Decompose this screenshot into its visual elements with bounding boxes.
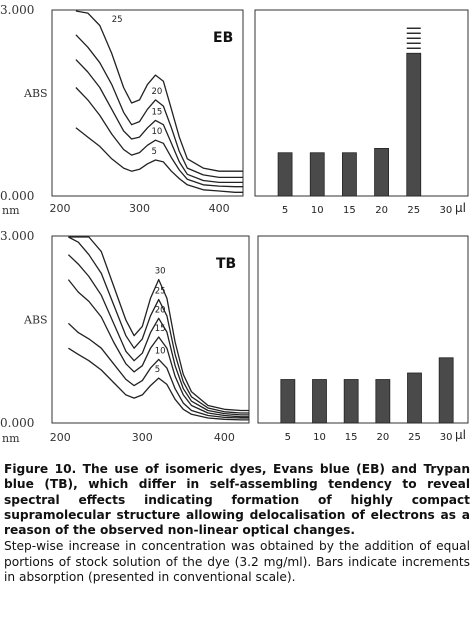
y-tick-label: 3.000 (0, 3, 34, 17)
spectrum-curve (68, 236, 249, 412)
spectrum-frame (51, 235, 250, 424)
bar-category-label: 30 (440, 205, 453, 216)
panel-title: TB (216, 256, 236, 272)
bar (280, 379, 296, 424)
bar (407, 372, 422, 424)
x-axis-label: nm (2, 432, 20, 445)
bar-unit-label: µl (455, 428, 466, 442)
figure-panels: 3.000 0.000 ABS nm 200 300 400 5 10 15 20 25 EB 5 10 1… (0, 3, 469, 445)
bar-unit-label: µl (455, 201, 466, 215)
curve-label: 20 (151, 87, 162, 97)
bar-category-label: 20 (376, 432, 389, 443)
bar-category-label: 20 (375, 205, 388, 216)
bar-frame (257, 235, 469, 424)
bar-category-label: 5 (285, 432, 291, 443)
spectrum-curve (75, 10, 243, 172)
bar-category-label: 10 (313, 432, 326, 443)
bar (375, 379, 391, 424)
bar-category-label: 5 (282, 205, 288, 216)
spectrum-panel-tb: 3.000 0.000 ABS nm 200 300 400 5 10 15 20 25 30 (0, 229, 250, 445)
curve-label: 25 (155, 287, 166, 297)
bar (406, 52, 422, 197)
bar-panel-tb: TB 5 10 15 20 25 30 µl (216, 235, 469, 443)
spectrum-curve (75, 87, 243, 188)
bar-category-label: 10 (311, 205, 324, 216)
curve-label: 30 (155, 267, 166, 277)
bar-category-label: 15 (343, 205, 356, 216)
y-tick-label: 0.000 (0, 416, 34, 430)
figure-caption: Figure 10. The use of isomeric dyes, Eva… (4, 462, 470, 585)
bar (374, 148, 389, 197)
y-axis-label: ABS (23, 87, 48, 100)
bar (343, 379, 359, 424)
bar-panel-eb: EB 5 10 15 20 25 30 µl (213, 9, 469, 216)
spectrum-curve (75, 59, 243, 184)
bar-category-label: 15 (345, 432, 358, 443)
bar-frame (254, 9, 469, 197)
caption-body: Step-wise increase in concentration was … (4, 539, 470, 585)
curve-label: 15 (151, 107, 162, 117)
spectrum-curve (67, 322, 249, 419)
bar (342, 152, 357, 197)
bar-category-label: 25 (408, 432, 421, 443)
y-tick-label: 0.000 (0, 189, 34, 203)
bar (312, 379, 327, 424)
x-tick-label: 400 (209, 202, 230, 215)
spectrum-panel-eb: 3.000 0.000 ABS nm 200 300 400 5 10 15 20 25 (0, 3, 244, 217)
spectrum-frame (51, 9, 244, 197)
bar (309, 152, 325, 197)
y-axis-label: ABS (23, 313, 48, 326)
curve-label: 15 (155, 324, 166, 334)
spectrum-curve (75, 127, 243, 193)
x-tick-label: 300 (129, 202, 150, 215)
curve-label: 5 (151, 147, 156, 157)
y-tick-label: 3.000 (0, 229, 34, 243)
x-tick-label: 400 (214, 431, 235, 444)
spectrum-curve (68, 347, 249, 421)
curve-label: 10 (155, 346, 166, 356)
bar-category-label: 30 (440, 432, 453, 443)
panel-title: EB (213, 30, 233, 46)
x-axis-label: nm (2, 204, 20, 217)
curve-label: 20 (155, 305, 166, 315)
bar (438, 357, 454, 424)
curve-label: 5 (155, 365, 160, 375)
spectrum-curve (67, 279, 249, 418)
spectrum-curve (68, 236, 249, 414)
spectrum-curve (75, 34, 243, 179)
x-tick-label: 200 (50, 431, 71, 444)
curve-label: 25 (112, 15, 123, 25)
bar-category-label: 25 (407, 205, 420, 216)
caption-title: Figure 10. The use of isomeric dyes, Eva… (4, 462, 470, 538)
x-tick-label: 300 (132, 431, 153, 444)
curve-label: 10 (151, 127, 162, 137)
bar (277, 152, 293, 197)
x-tick-label: 200 (49, 202, 70, 215)
spectrum-curve (67, 254, 249, 416)
